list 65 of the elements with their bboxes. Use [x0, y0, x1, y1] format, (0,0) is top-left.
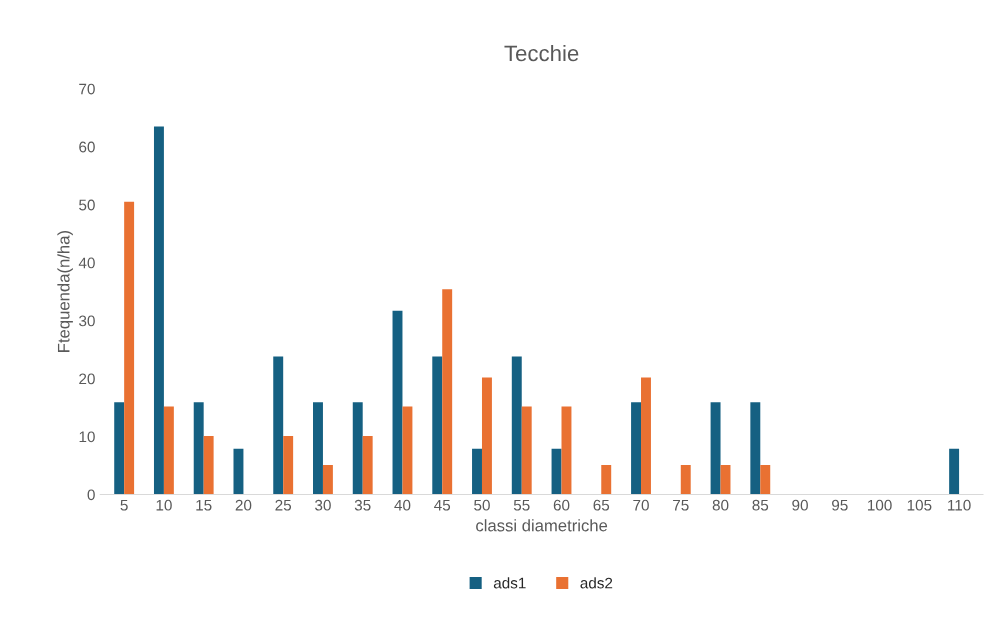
bar: [641, 377, 651, 495]
bar: [313, 402, 323, 495]
bar: [760, 464, 771, 495]
bar: [561, 406, 572, 495]
x-tick-label: 20: [235, 499, 252, 511]
x-tick-label: 35: [354, 499, 371, 511]
x-tick-label: 80: [712, 499, 729, 511]
bar: [203, 435, 214, 495]
bar: [153, 126, 164, 495]
y-tick-label: 20: [79, 373, 95, 385]
bar: [392, 310, 403, 495]
y-tick-label: 30: [79, 315, 95, 327]
x-tick-label: 40: [394, 499, 411, 511]
x-tick-label: 5: [120, 499, 128, 511]
x-tick-label: 70: [633, 499, 649, 511]
legend-label: ads1: [493, 577, 526, 589]
bar: [601, 464, 612, 495]
bar: [233, 448, 244, 495]
x-tick-label: 75: [673, 499, 689, 511]
bar: [322, 464, 333, 495]
x-axis-title: classi diametriche: [476, 519, 608, 532]
y-tick-label: 70: [79, 83, 95, 95]
bar: [521, 406, 532, 495]
y-axis-title: Ftequenda(n/ha): [57, 231, 73, 352]
x-tick-label: 50: [474, 499, 490, 511]
x-tick-label: 110: [948, 499, 971, 511]
y-tick-label: 10: [79, 431, 95, 443]
bar: [949, 448, 960, 495]
legend-label: ads2: [580, 577, 613, 589]
x-tick-label: 100: [867, 499, 892, 511]
bar: [631, 402, 642, 495]
x-tick-label: 60: [553, 499, 570, 511]
x-tick-label: 15: [196, 499, 212, 511]
x-tick-label: 30: [315, 499, 331, 511]
bar: [511, 356, 522, 495]
bar: [362, 435, 373, 495]
bar: [481, 377, 492, 495]
y-tick-label: 40: [78, 257, 95, 269]
y-tick-label: 0: [87, 489, 95, 501]
bar: [352, 402, 363, 495]
y-tick-label: 60: [79, 141, 95, 153]
bar: [750, 402, 761, 495]
bar: [163, 406, 174, 495]
bar: [472, 448, 482, 495]
bar: [193, 402, 204, 495]
bar: [432, 356, 443, 495]
x-tick-label: 85: [752, 499, 769, 511]
x-tick-label: 90: [792, 499, 808, 511]
x-tick-label: 105: [907, 499, 932, 511]
bar: [114, 402, 125, 495]
bar: [402, 406, 413, 495]
bar: [680, 464, 691, 495]
bar: [273, 356, 284, 495]
y-tick-label: 50: [79, 199, 95, 211]
bar: [124, 201, 135, 495]
x-tick-label: 10: [156, 499, 172, 511]
bar: [710, 402, 721, 495]
x-tick-label: 95: [832, 499, 848, 511]
chart-title: Tecchie: [504, 44, 579, 62]
x-tick-label: 55: [513, 499, 530, 511]
bar: [442, 289, 453, 495]
x-tick-label: 45: [434, 499, 451, 511]
x-tick-label: 25: [275, 499, 292, 511]
x-tick-label: 65: [593, 499, 610, 511]
bar: [283, 435, 294, 495]
